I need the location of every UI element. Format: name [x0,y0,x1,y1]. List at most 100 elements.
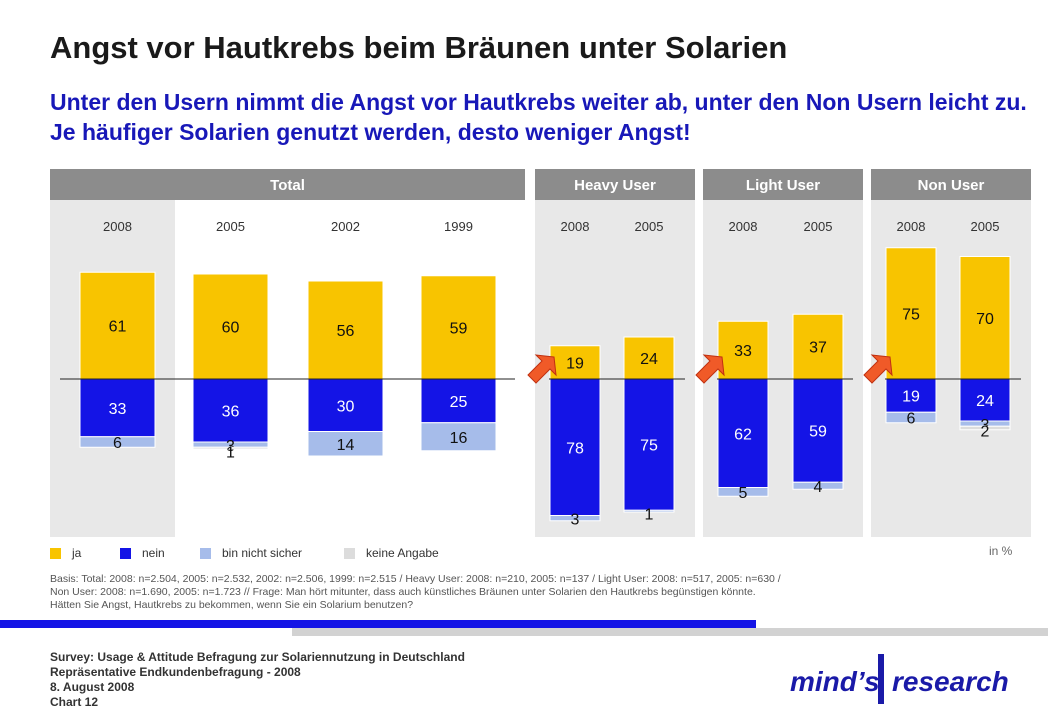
bar-segment-ja [959,256,1011,380]
basis-note: Basis: Total: 2008: n=2.504, 2005: n=2.5… [50,573,950,612]
bar-segment-ja [79,271,156,380]
highlight-arrow-icon [695,354,725,384]
bar-segment-bin-nicht-sicher [792,481,844,490]
bar-segment-keine-angabe [959,425,1011,431]
value-label-bin-nicht-sicher: 6 [907,411,916,428]
value-label-bin-nicht-sicher: 14 [337,437,355,454]
value-label-bin-nicht-sicher: 3 [571,512,580,529]
minds-research-logo: mind’s research [790,650,1010,710]
stacked-bar-chart: Total20086133620056036312002563014199959… [50,169,1031,537]
value-label-nein: 62 [734,426,752,443]
logo-divider [878,654,884,704]
value-label-bin-nicht-sicher: 3 [226,438,235,455]
bar-segment-bin-nicht-sicher [885,411,937,424]
panel-header [535,169,695,200]
bar-segment-ja [623,336,675,380]
value-label-bin-nicht-sicher: 16 [450,430,468,447]
year-label: 2005 [216,219,245,234]
year-label: 2005 [635,219,664,234]
value-label-nein: 75 [640,438,658,455]
bar-segment-bin-nicht-sicher [420,422,497,452]
year-label: 2005 [971,219,1000,234]
legend-label: nein [142,546,165,560]
bar-segment-nein [792,378,844,483]
value-label-nein: 30 [337,398,355,415]
bar-segment-bin-nicht-sicher [623,509,675,513]
bar-segment-nein [959,378,1011,422]
footer-divider-blue [0,620,756,628]
bar-segment-ja [885,247,937,380]
year-label: 2008 [561,219,590,234]
bar-segment-ja [792,313,844,380]
highlight-arrow-icon [527,354,557,384]
value-label-ja: 59 [450,320,468,337]
bar-segment-nein [623,378,675,511]
legend-swatch [120,548,131,559]
year-label: 1999 [444,219,473,234]
value-label-bin-nicht-sicher: 1 [645,506,654,523]
value-label-nein: 59 [809,424,827,441]
bar-segment-ja [717,320,769,380]
panel-header [50,169,525,200]
value-label-bin-nicht-sicher: 5 [739,485,748,502]
highlight-arrow-icon [863,354,893,384]
legend-label: bin nicht sicher [222,546,303,560]
panel-header [703,169,863,200]
bar-segment-bin-nicht-sicher [79,436,156,448]
value-label-ja: 24 [640,351,658,368]
value-label-nein: 19 [902,389,920,406]
year-label: 2008 [103,219,132,234]
footer-line: Survey: Usage & Attitude Befragung zur S… [50,650,465,664]
bar-segment-nein [420,378,497,424]
year-label: 2005 [804,219,833,234]
value-label-ja: 37 [809,340,827,357]
bar-segment-ja [420,275,497,380]
value-label-nein: 33 [109,401,127,418]
value-label-ja: 56 [337,323,355,340]
value-label-nein: 36 [222,404,240,421]
value-label-bin-nicht-sicher: 6 [113,435,122,452]
value-label-nein: 78 [566,440,584,457]
basis-line: Non User: 2008: n=1.690, 2005: n=1.723 /… [50,586,756,598]
value-label-keine-angabe: 1 [226,444,235,461]
bar-segment-nein [885,378,937,413]
panel-header-label: Heavy User [574,177,656,194]
legend-label: ja [72,546,82,560]
value-label-ja: 33 [734,343,752,360]
basis-line: Basis: Total: 2008: n=2.504, 2005: n=2.5… [50,573,781,585]
year-label: 2002 [331,219,360,234]
year-label: 2008 [897,219,926,234]
panel-header-label: Total [270,177,305,194]
legend-swatch [200,548,211,559]
logo-text-research: research [892,666,1009,697]
value-label-ja: 70 [976,311,994,328]
footer-line: Repräsentative Endkundenbefragung - 2008 [50,665,301,679]
value-label-ja: 75 [902,306,920,323]
survey-footer: Survey: Usage & Attitude Befragung zur S… [50,650,465,710]
value-label-keine-angabe: 2 [981,423,990,440]
page-subtitle: Unter den Usern nimmt die Angst vor Haut… [50,89,1027,145]
unit-label: in % [989,544,1013,558]
page-title: Angst vor Hautkrebs beim Bräunen unter S… [50,30,788,65]
bar-segment-bin-nicht-sicher [549,515,601,522]
value-label-nein: 24 [976,393,994,410]
legend-label: keine Angabe [366,546,439,560]
legend-swatch [344,548,355,559]
panel-header-label: Non User [918,177,985,194]
basis-line: Hätten Sie Angst, Hautkrebs zu bekommen,… [50,599,414,611]
bar-segment-bin-nicht-sicher [717,487,769,497]
logo-text-minds: mind’s [790,666,880,697]
value-label-ja: 60 [222,320,240,337]
legend-swatch [50,548,61,559]
value-label-bin-nicht-sicher: 3 [981,417,990,434]
footer-line: 8. August 2008 [50,680,135,694]
value-label-bin-nicht-sicher: 4 [814,479,823,496]
value-label-ja: 19 [566,355,584,372]
bar-segment-ja [192,273,269,380]
year-label: 2008 [729,219,758,234]
bar-segment-nein [307,378,384,432]
footer-line: Chart 12 [50,695,99,709]
panel-header-label: Light User [746,177,820,194]
bar-segment-keine-angabe [192,446,269,450]
footer-divider-gray [292,628,1048,636]
